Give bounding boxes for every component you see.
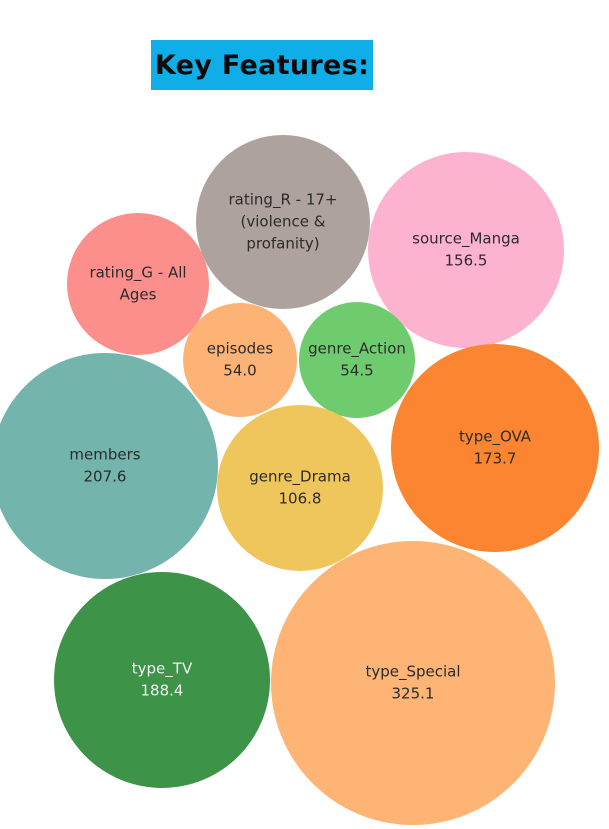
title-box: Key Features: (151, 40, 373, 90)
bubble-value: 207.6 (84, 468, 127, 486)
bubble-circle (299, 302, 415, 418)
bubble: type_OVA 173.7 (391, 344, 599, 552)
bubble: rating_G - All Ages (67, 213, 209, 355)
bubble: source_Manga 156.5 (368, 152, 564, 348)
chart-title: Key Features: (154, 49, 370, 81)
bubble: type_TV 188.4 (54, 572, 270, 788)
bubble-circle (54, 572, 270, 788)
bubble: rating_R - 17+ (violence & profanity) (196, 135, 370, 309)
bubble-label: genre_Drama (249, 468, 351, 487)
bubble-circle (67, 213, 209, 355)
bubble: genre_Action 54.5 (299, 302, 415, 418)
bubble-circle (0, 353, 218, 579)
bubble-value: 54.0 (223, 362, 256, 380)
bubble-label: members (69, 446, 140, 464)
bubble-circle (183, 303, 297, 417)
bubble-label: type_Special (365, 663, 460, 682)
bubble-label: rating_G - All (89, 264, 186, 283)
bubble-circle (368, 152, 564, 348)
bubble-label: source_Manga (412, 230, 520, 249)
bubble-value: 173.7 (474, 450, 517, 468)
bubble: members 207.6 (0, 353, 218, 579)
bubble-value: 188.4 (141, 682, 184, 700)
bubble-value: 54.5 (340, 362, 373, 380)
bubble-circle (391, 344, 599, 552)
bubble-value: 106.8 (279, 490, 322, 508)
bubble-label: episodes (207, 340, 274, 358)
bubble-label: rating_R - 17+ (229, 191, 338, 210)
bubble: type_Special 325.1 (271, 541, 555, 825)
bubble-value: 156.5 (445, 252, 488, 270)
bubble-label: type_OVA (459, 428, 532, 447)
bubble: genre_Drama 106.8 (217, 405, 383, 571)
bubble-circle (217, 405, 383, 571)
bubble-label: (violence & (241, 213, 326, 231)
bubble-label: type_TV (132, 660, 193, 679)
bubble-label: genre_Action (308, 340, 406, 359)
bubble-label: profanity) (246, 235, 319, 253)
bubble-circle (196, 135, 370, 309)
bubble: episodes 54.0 (183, 303, 297, 417)
bubble-label: Ages (120, 286, 157, 304)
bubble-value: 325.1 (392, 685, 435, 703)
bubble-circle (271, 541, 555, 825)
